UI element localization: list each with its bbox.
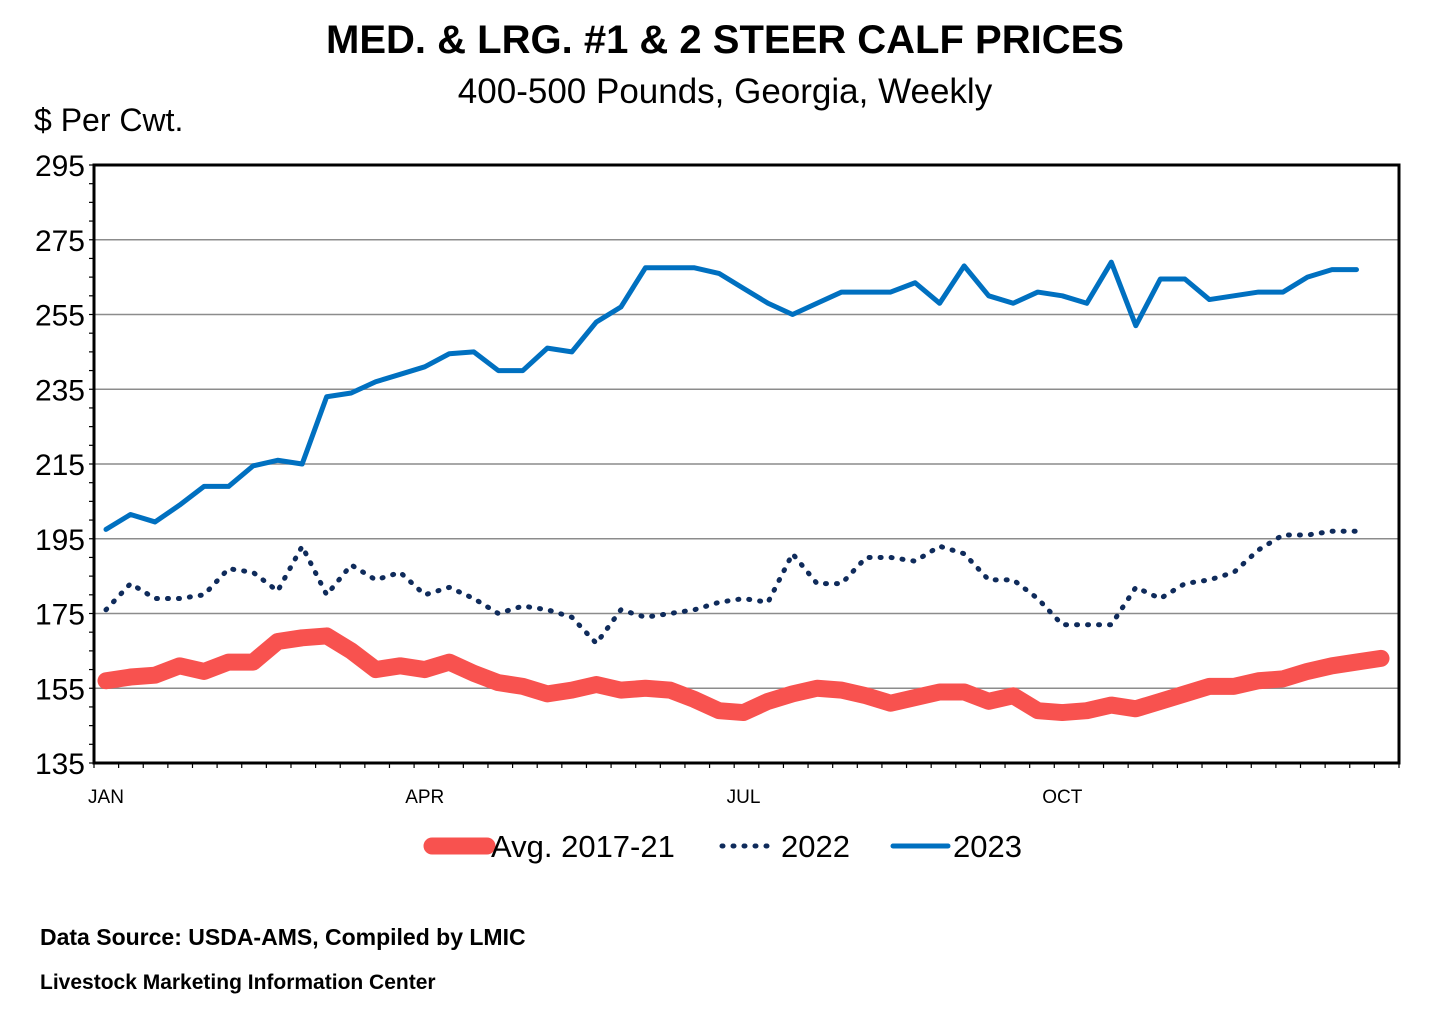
series-line-avg-2017-21 — [97, 627, 1390, 722]
y-tick-label: 175 — [35, 599, 85, 632]
y-tick-label: 295 — [35, 150, 85, 183]
line-chart: 135 155 175 195 215 235 255 275 295 JAN APR JUL OCT A… — [35, 150, 1401, 864]
organization-name: Livestock Marketing Information Center — [40, 971, 436, 994]
series-line-2022 — [103, 528, 1359, 646]
plot-frame — [92, 163, 1401, 765]
x-tick-label: JAN — [88, 787, 124, 808]
x-tick-label: JUL — [727, 787, 761, 808]
series-line-2023 — [103, 259, 1359, 532]
y-tick-label: 215 — [35, 449, 85, 482]
x-tick-label: OCT — [1042, 787, 1083, 808]
chart-title: MED. & LRG. #1 & 2 STEER CALF PRICES — [326, 18, 1124, 62]
y-tick-label: 195 — [35, 524, 85, 557]
data-source: Data Source: USDA-AMS, Compiled by LMIC — [40, 924, 526, 950]
legend-label: 2023 — [953, 829, 1022, 864]
chart-subtitle: 400-500 Pounds, Georgia, Weekly — [457, 72, 993, 111]
y-axis-label: $ Per Cwt. — [34, 102, 184, 138]
y-tick-label: 135 — [35, 748, 85, 781]
y-tick-label: 255 — [35, 300, 85, 333]
y-tick-label: 275 — [35, 225, 85, 258]
legend-label: 2022 — [781, 829, 850, 864]
x-tick-label: APR — [405, 787, 444, 808]
y-tick-label: 155 — [35, 673, 85, 706]
y-tick-label: 235 — [35, 374, 85, 407]
legend-label: Avg. 2017-21 — [491, 829, 675, 864]
